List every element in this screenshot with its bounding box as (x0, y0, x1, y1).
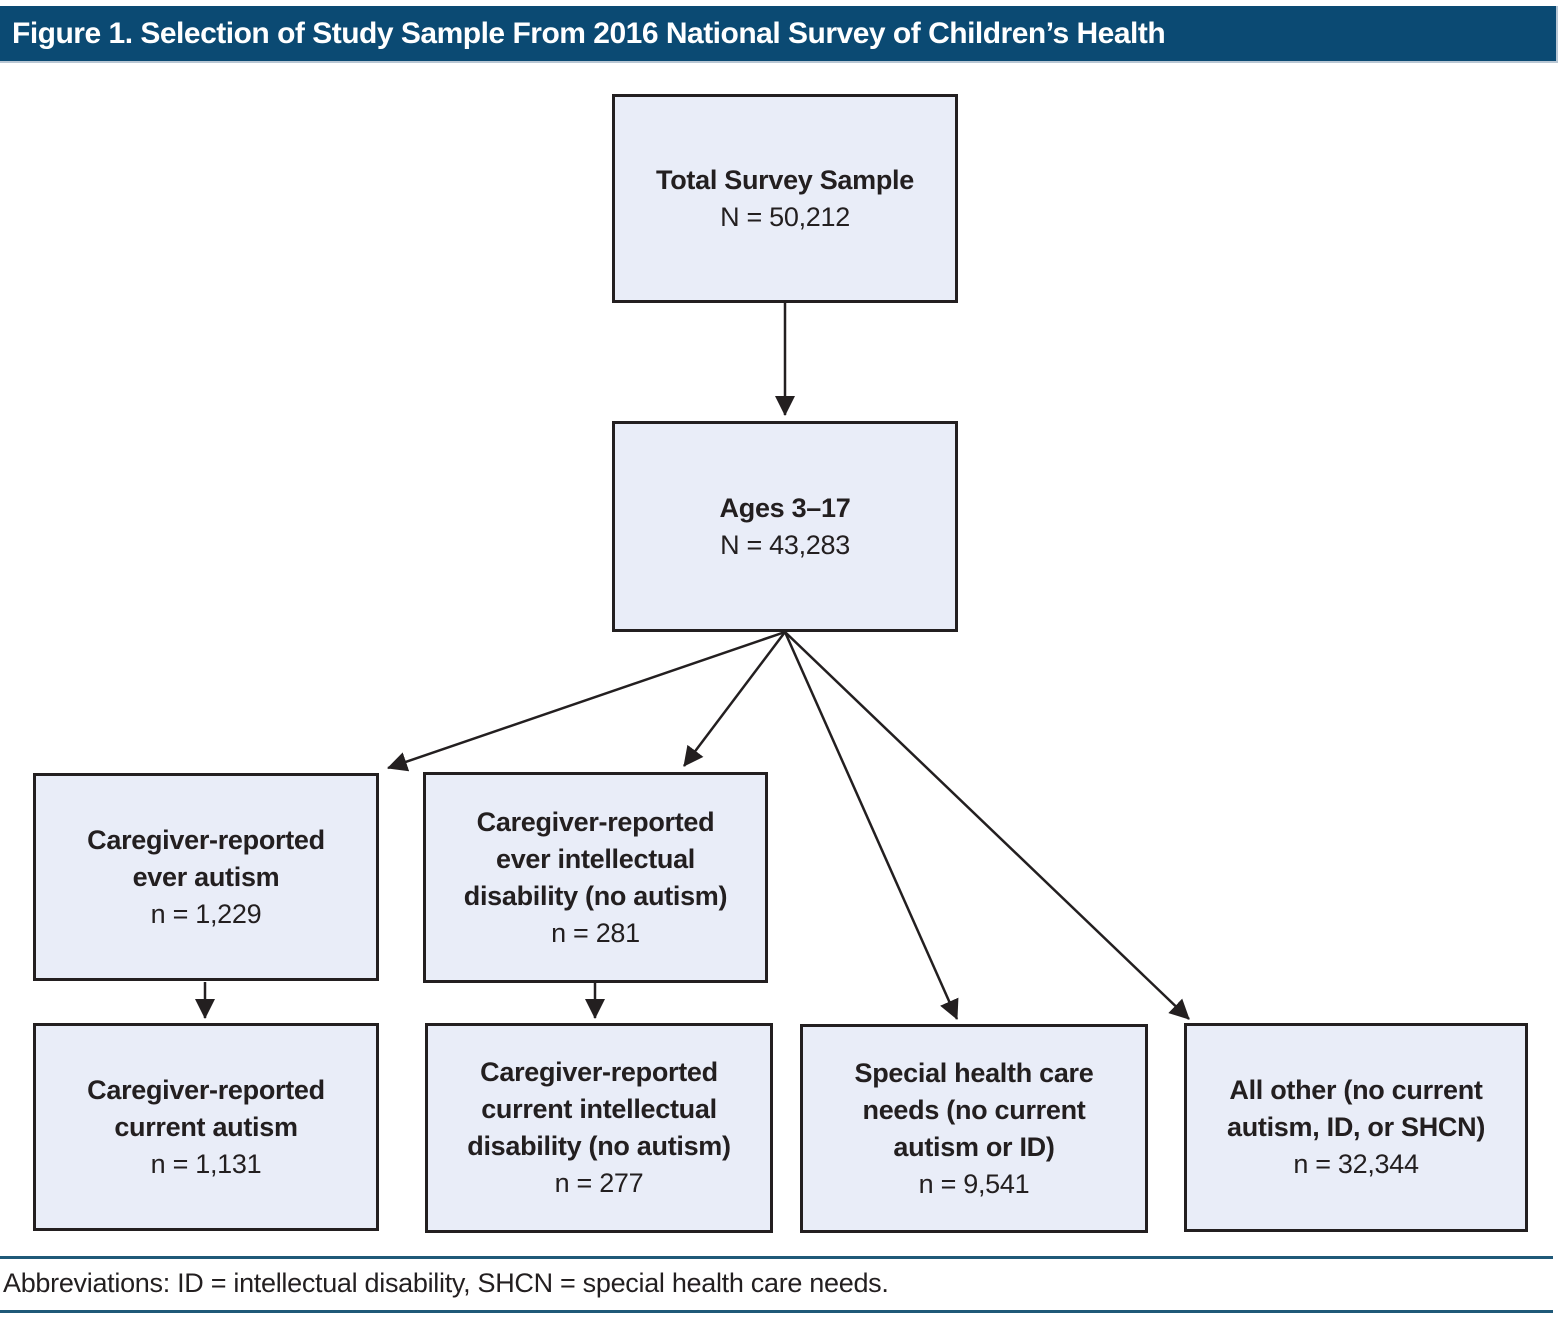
arrow-ages-to-shcn (783, 631, 959, 1020)
node-title: Caregiver-reported current intellectual … (467, 1057, 731, 1161)
node-current-autism: Caregiver-reported current autism n = 1,… (33, 1023, 379, 1231)
node-count: n = 1,229 (150, 898, 262, 929)
node-all-other: All other (no current autism, ID, or SHC… (1184, 1023, 1528, 1232)
node-count: n = 277 (554, 1168, 644, 1198)
node-special-health-care-needs: Special health care needs (no current au… (800, 1024, 1148, 1233)
node-total-survey-sample: Total Survey Sample N = 50,212 (612, 94, 958, 303)
node-count: n = 32,344 (1293, 1149, 1419, 1179)
node-ever-autism: Caregiver-reported ever autism n = 1,229 (33, 773, 379, 981)
arrow-ages-to-all-other (784, 631, 1190, 1020)
figure-title: Figure 1. Selection of Study Sample From… (12, 16, 1166, 50)
node-current-intellectual-disability: Caregiver-reported current intellectual … (425, 1023, 773, 1233)
arrow-ages-to-ever-id (683, 631, 786, 767)
node-count: n = 9,541 (918, 1168, 1030, 1199)
node-count: N = 50,212 (720, 201, 850, 232)
node-title: Caregiver-reported ever autism (87, 824, 325, 892)
node-title: Special health care needs (no current au… (854, 1057, 1094, 1162)
node-title: Caregiver-reported ever intellectual dis… (463, 806, 728, 911)
node-title: Total Survey Sample (656, 164, 914, 195)
node-count: N = 43,283 (720, 529, 850, 560)
node-count: n = 1,131 (150, 1148, 262, 1179)
abbreviations-footnote: Abbreviations: ID = intellectual disabil… (3, 1268, 889, 1298)
footnote-divider-bottom (0, 1310, 1553, 1313)
node-count: n = 281 (551, 917, 640, 948)
footnote-divider-top (0, 1256, 1553, 1259)
node-title: Ages 3–17 (719, 492, 851, 523)
node-ever-intellectual-disability: Caregiver-reported ever intellectual dis… (423, 772, 768, 983)
figure-title-bar: Figure 1. Selection of Study Sample From… (0, 6, 1558, 63)
node-ages-3-17: Ages 3–17 N = 43,283 (612, 421, 958, 632)
arrow-ages-to-ever-autism (387, 630, 786, 772)
node-title: All other (no current autism, ID, or SHC… (1226, 1075, 1486, 1142)
node-title: Caregiver-reported current autism (87, 1074, 325, 1142)
